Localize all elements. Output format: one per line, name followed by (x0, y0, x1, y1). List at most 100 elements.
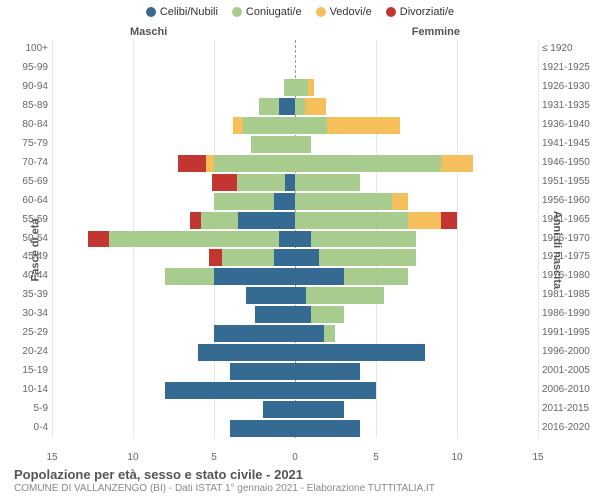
bar-segment (295, 98, 305, 115)
x-tick: 0 (292, 452, 298, 463)
bar-segment (214, 325, 295, 342)
pyramid-row: 20-241996-2000 (52, 343, 538, 362)
legend-label: Vedovi/e (330, 6, 372, 18)
bar-segment (198, 344, 295, 361)
legend: Celibi/NubiliConiugati/eVedovi/eDivorzia… (0, 0, 600, 20)
age-label: 5-9 (14, 400, 48, 419)
bar-segment (306, 287, 384, 304)
legend-item: Vedovi/e (316, 6, 372, 18)
age-label: 0-4 (14, 419, 48, 438)
pyramid-row: 30-341986-1990 (52, 305, 538, 324)
bar-segment (295, 249, 319, 266)
age-label: 45-49 (14, 248, 48, 267)
bar-segment (324, 325, 335, 342)
bar-segment (295, 193, 392, 210)
bar-segment (165, 382, 295, 399)
bar-segment (295, 155, 441, 172)
bar-female (295, 231, 416, 248)
bar-segment (295, 382, 376, 399)
pyramid-row: 55-591961-1965 (52, 211, 538, 230)
bar-male (198, 344, 295, 361)
legend-swatch (232, 7, 242, 17)
pyramid-row: 10-142006-2010 (52, 381, 538, 400)
bar-segment (274, 249, 295, 266)
pyramid-row: 50-541966-1970 (52, 230, 538, 249)
bar-female (295, 325, 335, 342)
bar-segment (295, 136, 311, 153)
bar-male (190, 212, 295, 229)
bar-segment (165, 268, 214, 285)
bar-female (295, 249, 416, 266)
age-label: 75-79 (14, 135, 48, 154)
x-tick: 5 (373, 452, 379, 463)
pyramid-row: 0-42016-2020 (52, 419, 538, 438)
pyramid-row: 35-391981-1985 (52, 286, 538, 305)
bar-male (233, 117, 295, 134)
age-label: 30-34 (14, 305, 48, 324)
bar-male (230, 363, 295, 380)
bar-male (246, 287, 295, 304)
bar-female (295, 268, 408, 285)
birth-year-label: 1991-1995 (542, 324, 596, 343)
bar-male (263, 401, 295, 418)
bar-female (295, 287, 384, 304)
bar-female (295, 136, 311, 153)
bar-segment (237, 174, 286, 191)
bar-segment (441, 155, 473, 172)
bar-segment (279, 98, 295, 115)
pyramid-row: 90-941926-1930 (52, 78, 538, 97)
plot-area: 100+≤ 192095-991921-192590-941926-193085… (52, 40, 538, 438)
bar-segment (209, 249, 222, 266)
bar-male (209, 249, 295, 266)
bar-male (88, 231, 295, 248)
birth-year-label: 1921-1925 (542, 59, 596, 78)
bar-segment (295, 212, 408, 229)
pyramid-row: 25-291991-1995 (52, 324, 538, 343)
age-label: 85-89 (14, 97, 48, 116)
population-pyramid-chart: Celibi/NubiliConiugati/eVedovi/eDivorzia… (0, 0, 600, 500)
bar-male (230, 420, 295, 437)
bar-segment (295, 306, 311, 323)
bar-segment (284, 79, 295, 96)
age-label: 50-54 (14, 230, 48, 249)
bar-segment (295, 420, 360, 437)
birth-year-label: 2011-2015 (542, 400, 596, 419)
age-label: 20-24 (14, 343, 48, 362)
legend-label: Celibi/Nubili (160, 6, 218, 18)
bar-segment (259, 98, 278, 115)
bar-female (295, 420, 360, 437)
bar-segment (295, 268, 344, 285)
rows: 100+≤ 192095-991921-192590-941926-193085… (52, 40, 538, 438)
x-tick: 5 (211, 452, 217, 463)
bar-segment (212, 174, 236, 191)
bar-segment (178, 155, 206, 172)
bar-male (259, 98, 295, 115)
chart-subtitle: COMUNE DI VALLANZENGO (BI) - Dati ISTAT … (14, 483, 590, 494)
pyramid-row: 95-991921-1925 (52, 59, 538, 78)
bar-female (295, 98, 326, 115)
pyramid-row: 70-741946-1950 (52, 154, 538, 173)
age-label: 35-39 (14, 286, 48, 305)
birth-year-label: 1931-1935 (542, 97, 596, 116)
legend-swatch (146, 7, 156, 17)
bar-segment (263, 401, 295, 418)
pyramid-row: 40-441976-1980 (52, 267, 538, 286)
bar-male (214, 325, 295, 342)
birth-year-label: 2016-2020 (542, 419, 596, 438)
pyramid-row: 45-491971-1975 (52, 248, 538, 267)
bar-segment (441, 212, 457, 229)
bar-segment (233, 117, 243, 134)
chart-title: Popolazione per età, sesso e stato civil… (14, 467, 590, 482)
bar-segment (311, 231, 416, 248)
bar-male (255, 306, 296, 323)
bar-segment (214, 155, 295, 172)
grid-line (538, 40, 539, 438)
bar-segment (319, 249, 416, 266)
birth-year-label: ≤ 1920 (542, 40, 596, 59)
legend-swatch (386, 7, 396, 17)
bar-segment (327, 117, 400, 134)
label-males: Maschi (130, 26, 167, 38)
pyramid-row: 15-192001-2005 (52, 362, 538, 381)
bar-segment (392, 193, 408, 210)
legend-label: Divorziati/e (400, 6, 454, 18)
